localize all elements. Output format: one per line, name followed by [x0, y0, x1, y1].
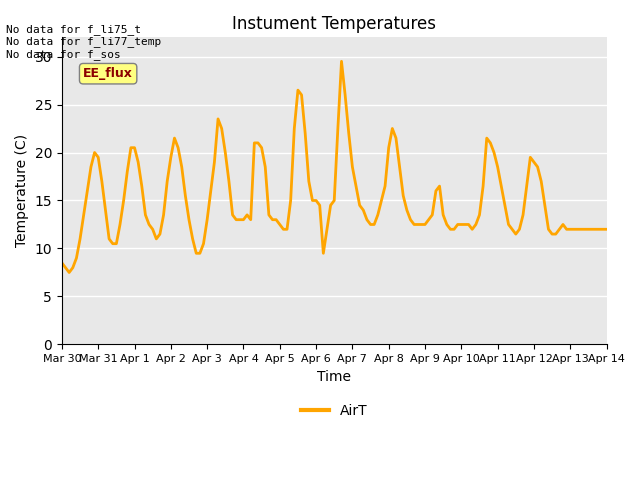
Text: No data for f_li75_t
No data for f_li77_temp
No data for f_sos: No data for f_li75_t No data for f_li77_…: [6, 24, 162, 60]
Title: Instument Temperatures: Instument Temperatures: [232, 15, 436, 33]
Y-axis label: Temperature (C): Temperature (C): [15, 134, 29, 248]
X-axis label: Time: Time: [317, 370, 351, 384]
Legend: AirT: AirT: [296, 398, 373, 423]
Text: EE_flux: EE_flux: [83, 67, 133, 80]
